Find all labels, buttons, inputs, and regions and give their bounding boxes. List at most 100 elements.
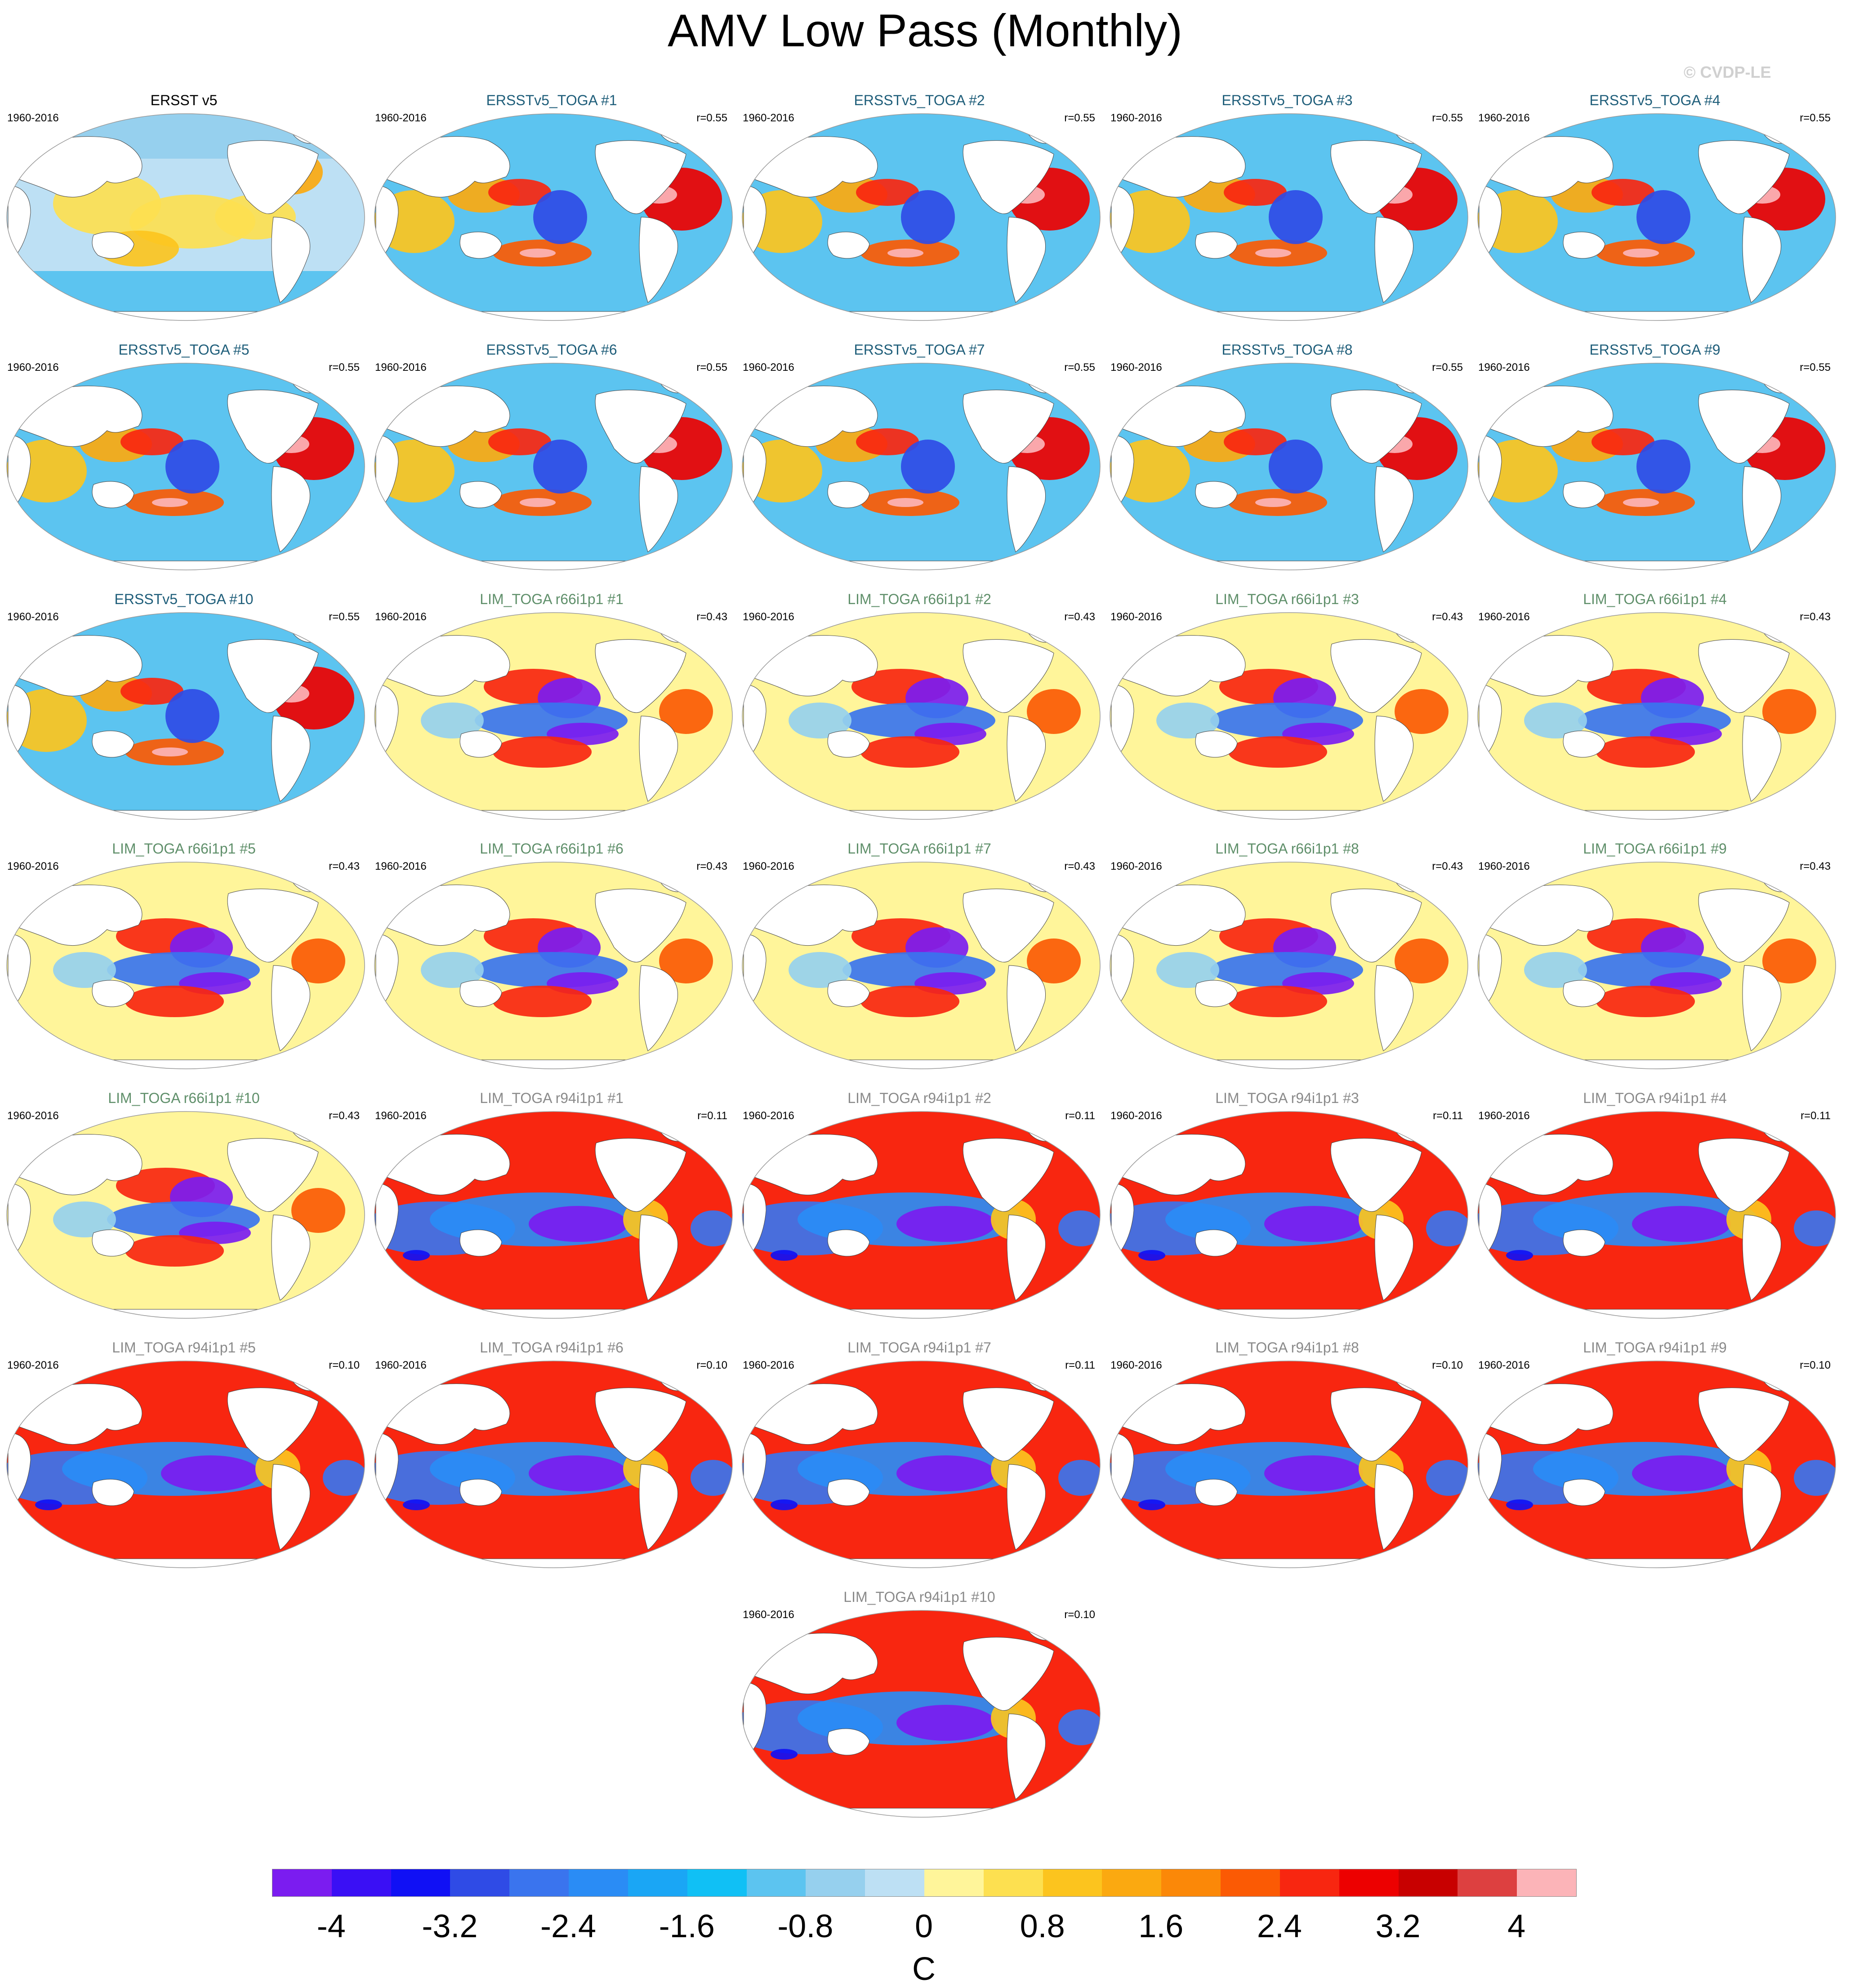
south-america-landmass bbox=[639, 466, 678, 552]
north-america-landmass bbox=[1330, 889, 1422, 963]
map-panel: ERSSTv5_TOGA #3 1960-2016 r=0.55 bbox=[1103, 92, 1471, 326]
panel-correlation: r=0.11 bbox=[1801, 1110, 1831, 1122]
world-map bbox=[374, 1111, 733, 1319]
colorbar-tick-label: 2.4 bbox=[1257, 1908, 1302, 1944]
panel-years: 1960-2016 bbox=[1478, 361, 1530, 374]
anomaly-blob bbox=[659, 689, 713, 734]
south-america-landmass bbox=[271, 1214, 310, 1301]
australia-landmass bbox=[1563, 980, 1605, 1007]
panel-correlation: r=0.55 bbox=[1432, 361, 1463, 374]
anomaly-blob bbox=[152, 747, 188, 756]
south-america-landmass bbox=[1374, 1464, 1413, 1550]
south-america-landmass bbox=[639, 716, 678, 802]
antarctica-landmass bbox=[742, 1309, 1100, 1318]
panel-title: ERSSTv5_TOGA #1 bbox=[486, 92, 617, 108]
panel-years: 1960-2016 bbox=[1110, 860, 1162, 872]
anomaly-blob bbox=[520, 249, 556, 258]
panel-correlation: r=0.43 bbox=[1800, 860, 1831, 872]
anomaly-blob bbox=[1623, 249, 1659, 258]
colorbar-swatch bbox=[746, 1869, 806, 1897]
panel-title: LIM_TOGA r94i1p1 #7 bbox=[847, 1339, 991, 1356]
anomaly-blob bbox=[1636, 440, 1690, 494]
south-america-landmass bbox=[1374, 716, 1413, 802]
anomaly-blob bbox=[1426, 1460, 1468, 1496]
north-america-landmass bbox=[1698, 1388, 1790, 1462]
map-border bbox=[374, 1111, 733, 1319]
colorbar-tick-label: -4 bbox=[317, 1908, 346, 1944]
colorbar-tick-label: -2.4 bbox=[540, 1908, 597, 1944]
north-america-landmass bbox=[1330, 639, 1422, 713]
anomaly-blob bbox=[887, 498, 923, 507]
north-america-landmass bbox=[963, 390, 1054, 464]
panel-correlation: r=0.55 bbox=[1432, 112, 1463, 124]
anomaly-blob bbox=[659, 938, 713, 983]
anomaly-blob bbox=[1623, 498, 1659, 507]
north-america-landmass bbox=[1330, 390, 1422, 464]
map-border bbox=[742, 1361, 1101, 1568]
anomaly-blob bbox=[493, 736, 592, 768]
panel-correlation: r=0.55 bbox=[329, 361, 360, 374]
panel-title: ERSSTv5_TOGA #2 bbox=[854, 92, 985, 108]
panel-years: 1960-2016 bbox=[1110, 611, 1162, 623]
anomaly-blob bbox=[856, 428, 919, 455]
world-map bbox=[742, 612, 1101, 820]
panel-title: LIM_TOGA r94i1p1 #3 bbox=[1215, 1090, 1359, 1106]
anomaly-blob bbox=[771, 1499, 798, 1510]
anomaly-blob bbox=[896, 1206, 995, 1242]
anomaly-blob bbox=[35, 1499, 62, 1510]
panel-correlation: r=0.55 bbox=[696, 112, 727, 124]
panel-years: 1960-2016 bbox=[743, 361, 794, 374]
north-america-landmass bbox=[1698, 639, 1790, 713]
colorbar-swatch bbox=[509, 1869, 569, 1897]
map-panel: ERSSTv5_TOGA #1 1960-2016 r=0.55 bbox=[368, 92, 736, 326]
antarctica-landmass bbox=[374, 560, 732, 570]
panel-years: 1960-2016 bbox=[1478, 1359, 1530, 1371]
australia-landmass bbox=[1563, 1479, 1605, 1506]
south-america-landmass bbox=[1374, 466, 1413, 552]
colorbar-swatch bbox=[1220, 1869, 1280, 1897]
map-panel: LIM_TOGA r66i1p1 #4 1960-2016 r=0.43 bbox=[1471, 591, 1839, 825]
panel-years: 1960-2016 bbox=[743, 1110, 794, 1122]
panel-correlation: r=0.55 bbox=[1800, 361, 1831, 374]
anomaly-blob bbox=[860, 736, 959, 768]
panel-years: 1960-2016 bbox=[7, 611, 59, 623]
australia-landmass bbox=[459, 980, 502, 1007]
anomaly-blob bbox=[1632, 1206, 1731, 1242]
anomaly-blob bbox=[789, 703, 851, 738]
north-america-landmass bbox=[963, 1138, 1054, 1212]
north-america-landmass bbox=[595, 140, 687, 214]
panel-years: 1960-2016 bbox=[375, 1110, 427, 1122]
panel-correlation: r=0.10 bbox=[696, 1359, 727, 1371]
antarctica-landmass bbox=[1110, 560, 1468, 570]
australia-landmass bbox=[92, 980, 134, 1007]
anomaly-blob bbox=[1762, 689, 1816, 734]
anomaly-blob bbox=[1264, 1455, 1363, 1491]
panel-years: 1960-2016 bbox=[375, 361, 427, 374]
world-map bbox=[6, 113, 365, 321]
anomaly-blob bbox=[1506, 1250, 1533, 1261]
south-america-landmass bbox=[1374, 1214, 1413, 1301]
map-border bbox=[1110, 113, 1468, 321]
panel-title: LIM_TOGA r66i1p1 #10 bbox=[108, 1090, 260, 1106]
panel-correlation: r=0.55 bbox=[1800, 112, 1831, 124]
south-america-landmass bbox=[271, 716, 310, 802]
anomaly-blob bbox=[1224, 179, 1287, 206]
anomaly-blob bbox=[488, 428, 551, 455]
australia-landmass bbox=[1563, 730, 1605, 758]
australia-landmass bbox=[1563, 231, 1605, 259]
antarctica-landmass bbox=[1110, 311, 1468, 320]
panel-years: 1960-2016 bbox=[1110, 361, 1162, 374]
colorbar-outline bbox=[272, 1869, 1577, 1897]
colorbar-tick-label: -3.2 bbox=[422, 1908, 478, 1944]
map-panel: ERSSTv5_TOGA #5 1960-2016 r=0.55 bbox=[0, 342, 368, 575]
south-america-landmass bbox=[1742, 1214, 1781, 1301]
anomaly-blob bbox=[860, 986, 959, 1017]
panel-years: 1960-2016 bbox=[1110, 1359, 1162, 1371]
colorbar-swatch bbox=[1457, 1869, 1517, 1897]
anomaly-blob bbox=[1636, 190, 1690, 244]
panel-correlation: r=0.10 bbox=[329, 1359, 360, 1371]
australia-landmass bbox=[1195, 1479, 1238, 1506]
australia-landmass bbox=[1563, 481, 1605, 508]
panel-correlation: r=0.43 bbox=[329, 860, 360, 872]
panel-title: ERSST v5 bbox=[150, 92, 218, 108]
